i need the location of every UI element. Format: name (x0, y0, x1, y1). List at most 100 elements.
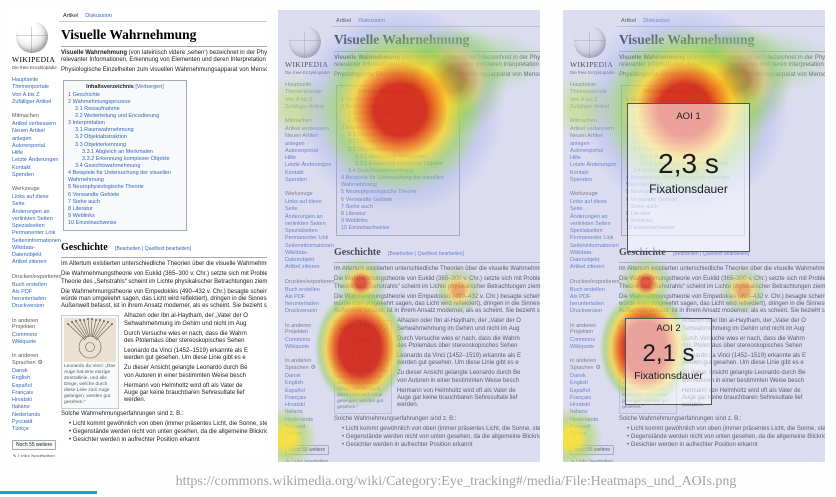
sidebar-link[interactable]: Artikel zitieren (570, 264, 605, 271)
sidebar-link[interactable]: Von A bis Z (12, 91, 40, 98)
sidebar-language-link[interactable]: Türkçe (285, 431, 302, 437)
sidebar-language-link[interactable]: Español (12, 382, 32, 389)
sidebar-link[interactable]: Autorenportal (570, 147, 604, 154)
wikipedia-globe-logo[interactable] (16, 20, 48, 53)
sidebar-language-link[interactable]: Nederlands (285, 416, 314, 423)
sidebar-language-link[interactable]: Español (570, 387, 590, 394)
sidebar-link[interactable]: Commons (570, 336, 596, 343)
toc-entry[interactable]: 4 Beispiele für Untersuchung der visuell… (68, 170, 172, 184)
toc-entry[interactable]: 3.4 Gesichtswahrnehmung (348, 167, 414, 174)
edit-interlanguage-links[interactable]: ✎ Links bearbeiten (285, 459, 332, 462)
sidebar-link[interactable]: Buch erstellen (570, 286, 605, 293)
sidebar-language-link[interactable]: Nederlands (12, 411, 41, 418)
sidebar-language-link[interactable]: English (285, 380, 304, 387)
sidebar-link[interactable]: Neuen Artikel anlegen (12, 128, 45, 142)
gear-icon[interactable]: ⚙ (595, 365, 601, 371)
sidebar-link[interactable]: Buch erstellen (12, 281, 47, 288)
sidebar-link[interactable]: Permanenter Link (285, 235, 329, 242)
section-edit-links[interactable]: [Bearbeiten | Quelltext bearbeiten] (673, 251, 749, 258)
sidebar-link[interactable]: Als PDF herunterladen (12, 288, 46, 302)
tab-diskussion[interactable]: Diskussion (358, 18, 385, 24)
sidebar-link[interactable]: Spezialseiten (12, 223, 45, 229)
sidebar-language-link[interactable]: Hrvatski (12, 397, 32, 403)
sidebar-link[interactable]: Spenden (285, 176, 308, 183)
sidebar-link[interactable]: Änderungen an verlinkten Seiten (12, 208, 53, 222)
sidebar-link[interactable]: Autorenportal (285, 147, 319, 154)
toc-entry[interactable]: 8 Literatur (341, 210, 366, 217)
more-languages-button[interactable]: Noch 55 weitere (570, 445, 615, 456)
sidebar-link[interactable]: Spezialseiten (570, 228, 603, 234)
toc-entry[interactable]: 2.2 Weiterleitung und Encodierung (75, 112, 160, 119)
sidebar-language-link[interactable]: Русский (570, 423, 591, 430)
wikipedia-wordmark[interactable]: WIKIPEDIA (570, 60, 614, 69)
sidebar-link[interactable]: Wikidata-Datenobjekt (570, 249, 600, 263)
sidebar-language-link[interactable]: Dansk (570, 373, 586, 379)
sidebar-link[interactable]: Seiteninformationen (285, 242, 334, 249)
sidebar-language-link[interactable]: Italiano (570, 409, 588, 416)
sidebar-language-link[interactable]: Türkçe (570, 431, 587, 437)
sidebar-language-link[interactable]: English (570, 380, 589, 387)
toc-entry[interactable]: 9 Weblinks (341, 217, 368, 224)
sidebar-link[interactable]: Links auf diese Seite (285, 199, 322, 213)
sidebar-link[interactable]: Artikel zitieren (12, 259, 47, 266)
sidebar-link[interactable]: Themenportale (570, 89, 607, 96)
sidebar-link[interactable]: Kontakt (12, 164, 31, 171)
toc-entry[interactable]: 2.1 Reizaufnahme (348, 110, 393, 117)
sidebar-link[interactable]: Hauptseite (285, 82, 312, 88)
section-edit-links[interactable]: [Bearbeiten | Quelltext bearbeiten] (388, 251, 464, 258)
sidebar-link[interactable]: Spezialseiten (285, 228, 318, 234)
more-languages-button[interactable]: Noch 55 weitere (12, 440, 57, 451)
toc-entry[interactable]: 3.3.2 Erkennung komplexer Objekte (82, 155, 170, 162)
sidebar-language-link[interactable]: Русский (12, 418, 33, 425)
sidebar-link[interactable]: Artikel zitieren (285, 264, 320, 271)
sidebar-link[interactable]: Von A bis Z (285, 96, 313, 103)
sidebar-language-link[interactable]: Русский (285, 423, 306, 430)
sidebar-link[interactable]: Wikiquote (12, 338, 37, 345)
sidebar-link[interactable]: Wikiquote (570, 343, 595, 350)
sidebar-link[interactable]: Themenportale (285, 89, 322, 96)
gear-icon[interactable]: ⚙ (37, 360, 43, 366)
sidebar-language-link[interactable]: Nederlands (570, 416, 599, 423)
toc-entry[interactable]: 7 Siehe auch (341, 203, 374, 210)
sidebar-link[interactable]: Neuen Artikel anlegen (570, 133, 603, 147)
toc-entry[interactable]: 1 Geschichte (68, 91, 101, 98)
sidebar-language-link[interactable]: Italiano (12, 404, 30, 411)
toc-entry[interactable]: 3 Interpretation (341, 125, 378, 132)
sidebar-link[interactable]: Als PDF herunterladen (570, 293, 604, 307)
sidebar-link[interactable]: Druckversion (570, 308, 603, 315)
sidebar-link[interactable]: Hauptseite (12, 77, 39, 83)
sidebar-link[interactable]: Neuen Artikel anlegen (285, 133, 318, 147)
toc-entry[interactable]: 4 Beispiele für Untersuchung der visuell… (341, 175, 445, 189)
toc-entry[interactable]: 3.3 Objekterkennung (75, 141, 127, 148)
toc-entry[interactable]: 3.3.1 Abgleich an Merkmalen (82, 148, 153, 155)
sidebar-language-link[interactable]: Français (570, 394, 592, 401)
sidebar-link[interactable]: Spenden (570, 176, 593, 183)
tab-artikel[interactable]: Artikel (621, 18, 637, 24)
sidebar-link[interactable]: Wikiquote (285, 343, 310, 350)
wikipedia-wordmark[interactable]: WIKIPEDIA (285, 60, 329, 69)
toc-entry[interactable]: 2 Wahrnehmungsprozess (68, 98, 131, 105)
tab-diskussion[interactable]: Diskussion (643, 18, 670, 24)
sidebar-link[interactable]: Spenden (12, 171, 35, 178)
sidebar-language-link[interactable]: Español (285, 387, 305, 394)
wikipedia-globe-logo[interactable] (289, 25, 321, 58)
tab-artikel[interactable]: Artikel (63, 13, 79, 19)
sidebar-link[interactable]: Links auf diese Seite (570, 199, 607, 213)
sidebar-link[interactable]: Autorenportal (12, 142, 46, 149)
sidebar-link[interactable]: Commons (12, 331, 38, 338)
edit-interlanguage-links[interactable]: ✎ Links bearbeiten (570, 459, 617, 462)
sidebar-link[interactable]: Zufälliger Artikel (570, 103, 610, 110)
sidebar-link[interactable]: Artikel verbessern (12, 121, 57, 127)
toc-entry[interactable]: 7 Siehe auch (68, 198, 101, 205)
toc-hide-link[interactable]: [Verbergen] (693, 88, 722, 95)
toc-entry[interactable]: 9 Weblinks (68, 212, 95, 219)
sidebar-link[interactable]: Wikidata-Datenobjekt (285, 249, 315, 263)
toc-entry[interactable]: 3 Interpretation (68, 120, 105, 127)
tab-artikel[interactable]: Artikel (336, 18, 352, 24)
sidebar-link[interactable]: Von A bis Z (570, 96, 598, 103)
sidebar-link[interactable]: Artikel verbessern (285, 126, 330, 132)
sidebar-link[interactable]: Hauptseite (570, 82, 597, 88)
sidebar-language-link[interactable]: Dansk (285, 373, 301, 379)
sidebar-link[interactable]: Hilfe (12, 150, 24, 156)
sidebar-link[interactable]: Zufälliger Artikel (12, 98, 52, 105)
